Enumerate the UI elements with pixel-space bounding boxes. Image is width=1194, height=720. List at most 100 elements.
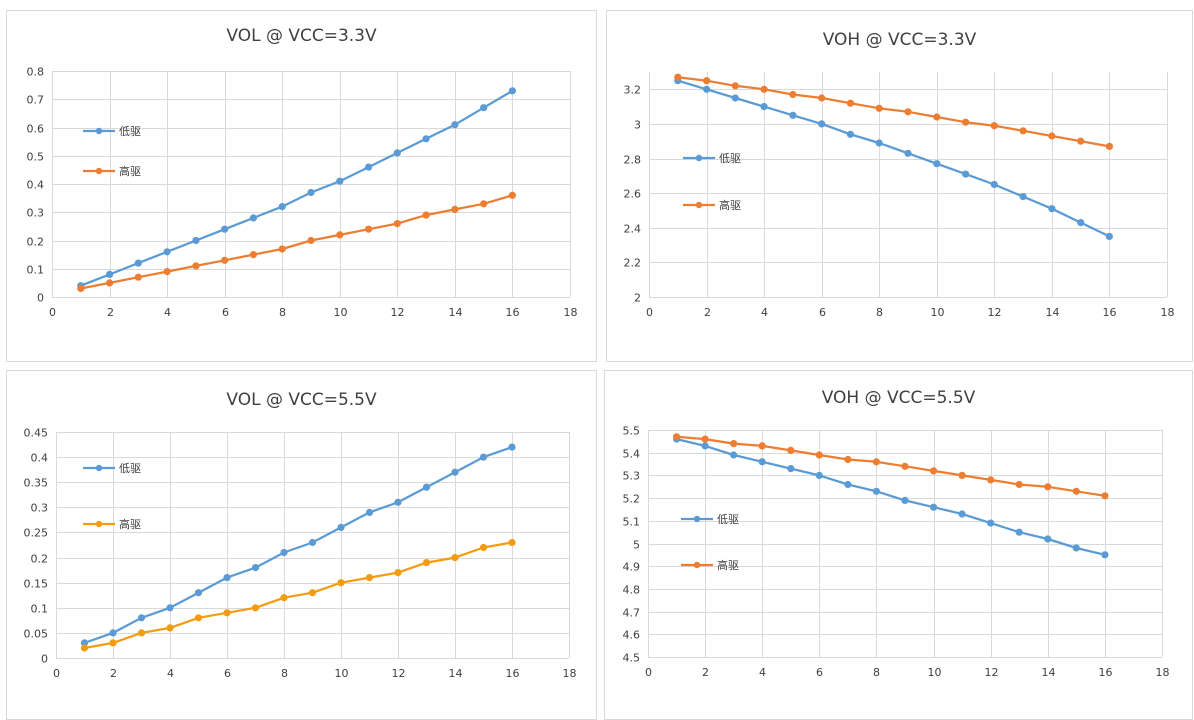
x-tick-label: 14 bbox=[449, 306, 463, 319]
legend-label: 高驱 bbox=[717, 558, 739, 572]
y-tick-label: 0.1 bbox=[27, 264, 45, 277]
chart-panel-voh-5v5: VOH @ VCC=5.5V 4.5 4.6 4.7 4.8 4.9 5 5.1 5.2 5.3 5… bbox=[604, 370, 1193, 720]
x-tick-label: 16 bbox=[1103, 306, 1117, 319]
data-point bbox=[166, 624, 174, 632]
data-point bbox=[730, 451, 738, 459]
data-point bbox=[962, 118, 970, 126]
data-point bbox=[815, 471, 823, 479]
x-tick-label: 8 bbox=[279, 306, 286, 319]
y-tick-label: 0.2 bbox=[31, 553, 49, 566]
chart-title: VOL @ VCC=3.3V bbox=[226, 26, 377, 46]
data-point bbox=[394, 498, 402, 506]
data-point bbox=[933, 113, 941, 121]
data-point bbox=[990, 122, 998, 130]
x-tick-label: 4 bbox=[167, 667, 174, 680]
series-line-high bbox=[83, 541, 514, 650]
data-point bbox=[703, 85, 711, 93]
y-tick-label: 0.4 bbox=[27, 179, 45, 192]
data-point bbox=[194, 614, 203, 622]
data-point bbox=[901, 462, 909, 470]
y-tick-label: 5.4 bbox=[623, 448, 641, 461]
legend-swatch-marker bbox=[695, 154, 703, 162]
data-point bbox=[1015, 528, 1023, 536]
data-point bbox=[508, 538, 516, 547]
x-tick-label: 2 bbox=[107, 306, 114, 319]
x-tick-label: 18 bbox=[564, 306, 578, 319]
x-tick-label: 14 bbox=[1046, 306, 1060, 319]
data-point bbox=[674, 73, 682, 81]
data-point bbox=[223, 574, 231, 582]
legend-label: 高驱 bbox=[119, 164, 141, 178]
data-point bbox=[758, 442, 766, 450]
data-point bbox=[1044, 535, 1052, 543]
y-tick-label: 0 bbox=[41, 653, 48, 666]
series-line-high bbox=[675, 435, 1107, 497]
data-point bbox=[393, 220, 401, 228]
series-line-high bbox=[79, 194, 514, 290]
data-point bbox=[137, 629, 146, 637]
data-point bbox=[815, 451, 823, 459]
y-tick-label: 5.1 bbox=[623, 516, 641, 529]
data-point bbox=[336, 177, 344, 185]
y-tick-label: 0.8 bbox=[27, 66, 45, 79]
data-point bbox=[1015, 480, 1023, 489]
x-tick-label: 4 bbox=[759, 666, 766, 679]
data-point bbox=[1019, 193, 1027, 201]
x-tick-label: 8 bbox=[281, 667, 288, 680]
data-point bbox=[451, 205, 459, 213]
y-tick-label: 0.15 bbox=[24, 578, 49, 591]
data-point bbox=[365, 574, 374, 582]
data-point bbox=[137, 614, 146, 622]
x-tick-label: 12 bbox=[392, 667, 406, 680]
x-tick-label: 0 bbox=[645, 666, 652, 679]
series-line-low bbox=[675, 437, 1107, 556]
data-point bbox=[422, 211, 430, 219]
legend-label: 低驱 bbox=[119, 462, 141, 475]
data-point bbox=[422, 135, 430, 143]
x-tick-label: 2 bbox=[110, 667, 117, 680]
data-point bbox=[337, 579, 345, 587]
x-tick-label: 10 bbox=[931, 306, 945, 319]
legend-swatch-marker bbox=[693, 515, 701, 523]
y-tick-label: 2.4 bbox=[624, 223, 642, 236]
y-tick-label: 0.3 bbox=[27, 207, 45, 220]
data-point bbox=[249, 214, 257, 222]
data-point bbox=[990, 180, 998, 189]
data-point bbox=[930, 467, 938, 475]
data-point bbox=[787, 446, 795, 454]
data-point bbox=[394, 569, 402, 577]
x-tick-label: 14 bbox=[1042, 666, 1056, 679]
data-point bbox=[875, 104, 883, 112]
data-point bbox=[1019, 127, 1027, 135]
legend-label: 低驱 bbox=[719, 152, 741, 165]
x-tick-label: 4 bbox=[761, 306, 768, 319]
data-point bbox=[987, 519, 995, 527]
x-tick-label: 10 bbox=[335, 667, 349, 680]
x-tick-label: 8 bbox=[876, 306, 883, 319]
data-point bbox=[958, 471, 966, 479]
y-tick-label: 4.9 bbox=[623, 561, 641, 574]
data-point bbox=[1044, 483, 1052, 491]
data-point bbox=[818, 120, 826, 128]
x-tick-label: 0 bbox=[646, 306, 653, 319]
data-point bbox=[760, 103, 768, 111]
data-point bbox=[930, 503, 938, 511]
y-tick-label: 5 bbox=[633, 539, 640, 552]
legend-swatch-marker bbox=[95, 464, 103, 472]
data-point bbox=[962, 170, 970, 178]
data-point bbox=[872, 458, 880, 466]
y-tick-label: 2.6 bbox=[624, 188, 642, 201]
data-point bbox=[280, 548, 288, 557]
data-point bbox=[701, 435, 709, 443]
y-tick-label: 3.2 bbox=[624, 84, 642, 97]
y-tick-label: 0.5 bbox=[27, 151, 45, 164]
chart-title: VOH @ VCC=3.3V bbox=[823, 30, 977, 50]
data-point bbox=[508, 87, 516, 95]
x-tick-label: 16 bbox=[506, 306, 520, 319]
series-line-low bbox=[79, 89, 514, 287]
x-tick-label: 6 bbox=[816, 666, 823, 679]
data-point bbox=[508, 443, 516, 451]
data-point bbox=[789, 90, 797, 99]
data-point bbox=[818, 94, 826, 102]
data-point bbox=[1105, 142, 1113, 150]
